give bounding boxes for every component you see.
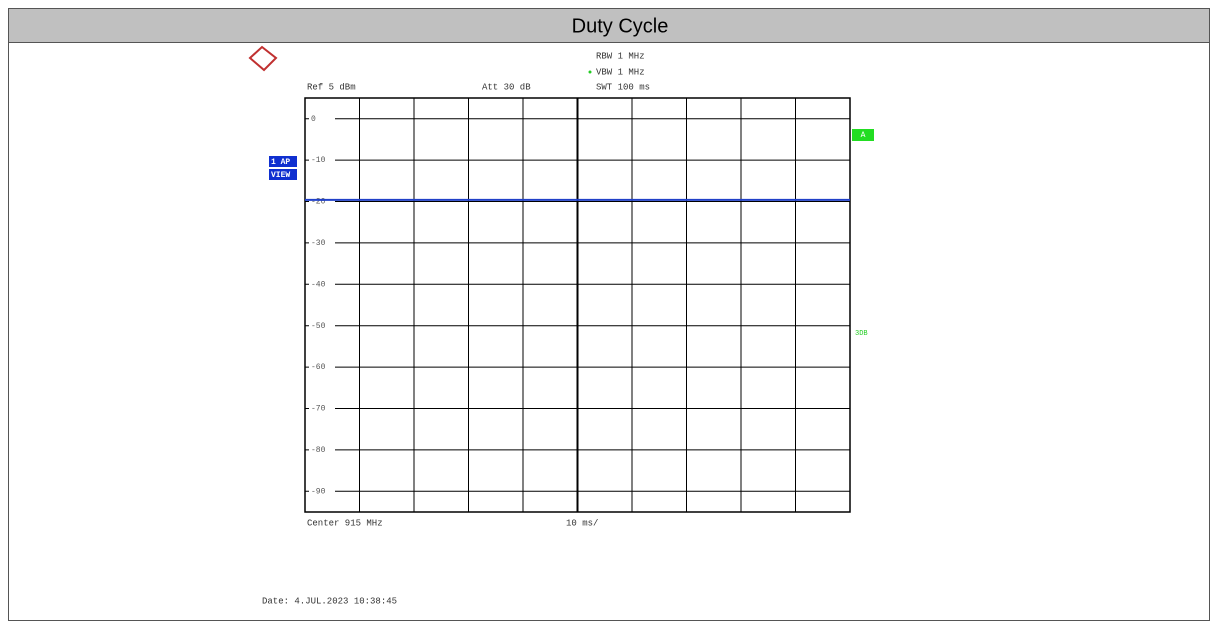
tick-label-bg [309,279,335,290]
vbw-marker [588,70,592,74]
logo [248,45,278,72]
att: Att 30 dB [482,82,531,92]
swt: SWT 100 ms [596,82,650,92]
chart-title: Duty Cycle [572,15,669,37]
span: 10 ms/ [566,518,598,528]
center: Center 915 MHz [307,518,383,528]
tick-label-bg [309,237,335,248]
y-tick-label: -70 [311,405,326,414]
tick-label-bg [309,403,335,414]
view: VIEW [271,171,290,180]
trace-label-box [852,129,874,141]
y-tick-label: -20 [311,198,326,207]
y-tick-label: -90 [311,487,326,496]
tick-label-bg [309,113,335,124]
trace-mode: 1 AP [271,158,290,167]
tick-label-bg [309,155,335,166]
rbw: RBW 1 MHz [596,51,645,61]
frame [8,8,1210,621]
ref: Ref 5 dBm [307,82,356,92]
trace-label: A [861,131,866,140]
vbw: VBW 1 MHz [596,67,645,77]
y-tick-label: 0 [311,115,316,124]
y-tick-label: -10 [311,156,326,165]
y-tick-label: -50 [311,322,326,331]
view-box [269,169,297,180]
tick-label-bg [309,486,335,497]
y-tick-label: -60 [311,363,326,372]
level-label: 3DB [855,330,868,338]
y-tick-label: -80 [311,446,326,455]
tick-label-bg [309,362,335,373]
y-tick-label: -30 [311,239,326,248]
trace-mode-box [269,156,297,167]
tick-label-bg [309,444,335,455]
title-bar [8,8,1210,43]
date: Date: 4.JUL.2023 10:38:45 [262,596,397,606]
tick-label-bg [309,320,335,331]
tick-label-bg [309,196,335,207]
y-tick-label: -40 [311,280,326,289]
